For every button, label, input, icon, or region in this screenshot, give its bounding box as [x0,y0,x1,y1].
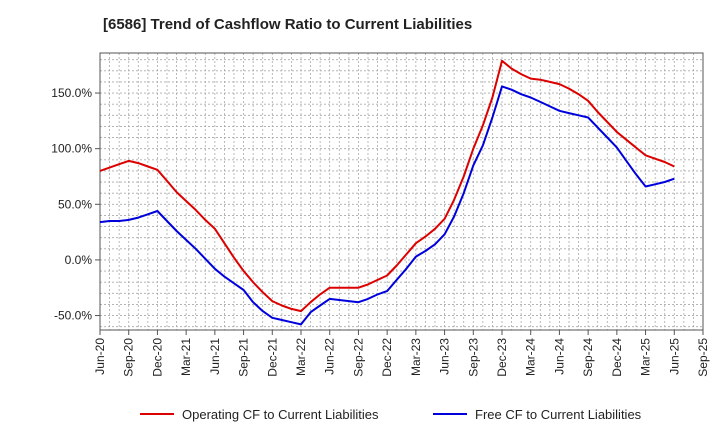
legend: Operating CF to Current Liabilities Free… [140,407,642,422]
y-tick-label: 50.0% [58,197,92,211]
x-tick-label: Dec-20 [150,338,164,377]
x-tick-label: Sep-21 [237,338,251,377]
x-tick-label: Mar-23 [409,338,423,376]
x-axis: Jun-20 Sep-20 Dec-20 Mar-21 Jun-21 Sep-21 Dec-… [93,330,710,377]
x-tick-label: Dec-23 [495,338,509,377]
x-tick-label: Sep-23 [466,338,480,377]
x-tick-label: Jun-23 [438,338,452,375]
series-lines [99,59,675,326]
x-tick-label: Jun-25 [667,338,681,375]
y-axis: -50.0% 0.0% 50.0% 100.0% 150.0% [51,86,100,323]
chart-title: [6586] Trend of Cashflow Ratio to Curren… [103,16,472,33]
x-tick-label: Dec-24 [610,338,624,377]
x-tick-label: Dec-22 [380,338,394,377]
y-tick-label: -50.0% [54,309,92,323]
grid-lines [100,53,703,330]
x-tick-label: Jun-24 [552,338,566,375]
legend-label-operating: Operating CF to Current Liabilities [182,407,379,422]
legend-label-free: Free CF to Current Liabilities [475,407,642,422]
y-tick-label: 150.0% [51,86,92,100]
series-line-operating-cf [99,59,675,313]
x-tick-label: Sep-24 [581,338,595,377]
x-tick-label: Sep-20 [122,338,136,377]
x-tick-label: Dec-21 [265,338,279,377]
x-tick-label: Jun-20 [93,338,107,375]
x-tick-label: Mar-22 [294,338,308,376]
x-tick-label: Jun-22 [323,338,337,375]
x-tick-label: Mar-21 [179,338,193,376]
plot-area [99,52,704,331]
x-tick-label: Mar-25 [639,338,653,376]
y-tick-label: 100.0% [51,142,92,156]
series-line-free-cf [99,85,675,326]
y-tick-label: 0.0% [65,253,93,267]
x-tick-label: Mar-24 [524,338,538,376]
x-tick-label: Jun-21 [208,338,222,375]
x-tick-label: Sep-25 [696,338,710,377]
x-tick-label: Sep-22 [351,338,365,377]
